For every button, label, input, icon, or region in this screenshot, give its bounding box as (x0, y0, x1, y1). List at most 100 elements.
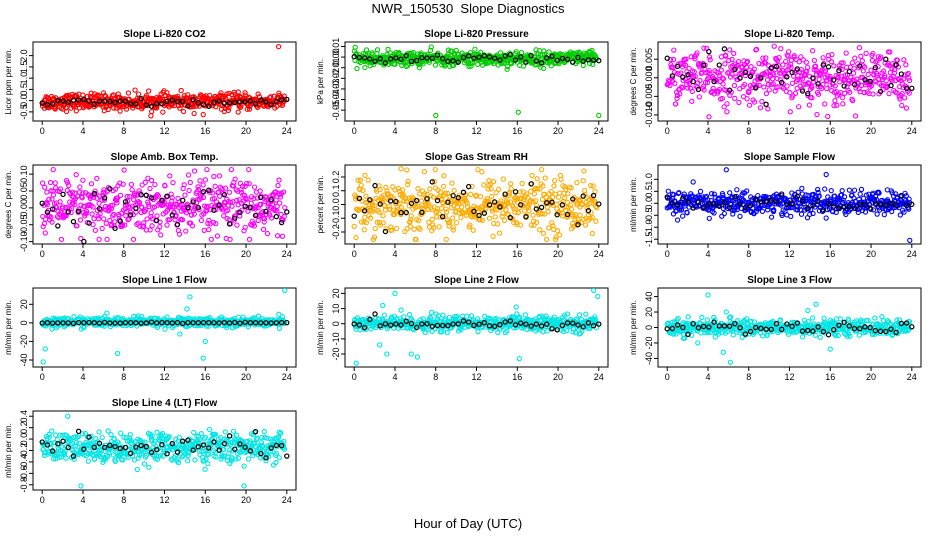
reference-point (758, 199, 764, 205)
reference-point (794, 66, 801, 72)
data-point (841, 194, 848, 200)
data-point (232, 176, 238, 182)
y-tick-label: -0.5 (644, 208, 654, 224)
data-point (353, 234, 359, 241)
data-point (829, 51, 835, 58)
reference-point (49, 320, 56, 326)
data-point (734, 187, 740, 193)
reference-point (778, 79, 785, 86)
data-point (903, 105, 910, 111)
data-point (906, 90, 912, 96)
panel-title: Slope Line 3 Flow (747, 275, 832, 286)
reference-point (112, 225, 118, 232)
reference-point (585, 320, 592, 326)
data-point (756, 82, 762, 89)
data-point (204, 166, 210, 173)
reference-point (169, 212, 176, 218)
data-point (160, 202, 167, 208)
data-point (832, 97, 838, 104)
data-point (537, 227, 543, 233)
data-point (466, 63, 472, 70)
data-point (580, 178, 586, 184)
reference-point (237, 320, 243, 326)
data-point (361, 227, 367, 233)
data-point (763, 55, 769, 61)
data-point (765, 81, 771, 88)
data-point (672, 80, 678, 86)
x-tick-label: 20 (553, 372, 563, 382)
x-tick-label: 20 (241, 372, 251, 382)
data-point (74, 223, 80, 229)
data-point (575, 216, 581, 223)
data-point (727, 190, 733, 196)
data-point (690, 179, 696, 185)
data-point (587, 182, 594, 189)
data-point (847, 89, 853, 95)
data-points (664, 292, 915, 365)
x-tick-label: 16 (200, 249, 210, 259)
data-point (152, 181, 158, 188)
data-point (678, 207, 685, 213)
reference-point (413, 197, 420, 204)
reference-point (419, 209, 425, 216)
data-point (162, 183, 168, 189)
data-point (80, 92, 86, 98)
data-point (852, 55, 858, 61)
reference-point (544, 55, 550, 61)
data-point (682, 200, 689, 206)
data-point (71, 314, 77, 320)
reference-point (174, 98, 181, 105)
data-point (351, 223, 357, 230)
data-point (708, 191, 715, 197)
reference-point (460, 318, 467, 324)
data-point (146, 88, 152, 94)
reference-point (585, 57, 592, 63)
data-point (125, 90, 132, 96)
data-point (428, 309, 435, 316)
reference-point (65, 99, 71, 105)
data-point (250, 220, 257, 227)
data-point (406, 311, 413, 318)
reference-point (564, 211, 571, 218)
data-point (872, 193, 879, 200)
data-point (724, 109, 730, 115)
data-point (462, 195, 468, 201)
data-point (807, 211, 813, 218)
data-point (759, 208, 766, 214)
reference-point (122, 319, 129, 326)
data-point (736, 99, 742, 106)
y-tick-label: -0.01 (331, 57, 341, 78)
data-point (209, 190, 216, 196)
reference-point (846, 203, 853, 210)
data-point (481, 182, 487, 188)
data-point (407, 224, 414, 230)
reference-point (706, 201, 712, 207)
data-point (201, 227, 207, 234)
outlier-point (392, 290, 398, 297)
x-tick-label: 4 (705, 249, 710, 259)
data-point (700, 194, 706, 200)
reference-point (101, 319, 108, 326)
reference-point (690, 78, 696, 85)
data-point (556, 232, 563, 238)
data-point (185, 172, 192, 178)
reference-point (284, 209, 290, 215)
data-point (517, 222, 524, 228)
y-tick-label: -10 (331, 332, 341, 345)
data-point (219, 185, 225, 192)
reference-point (471, 55, 477, 61)
data-point (881, 211, 887, 218)
data-point (191, 168, 198, 174)
data-point (505, 63, 511, 70)
data-point (157, 224, 163, 230)
data-points (351, 44, 602, 119)
data-point (590, 183, 596, 189)
data-point (592, 198, 598, 205)
reference-point (377, 201, 383, 207)
x-tick-label: 0 (40, 126, 45, 136)
y-tick-label: 0.0 (19, 94, 29, 107)
x-tick-label: 8 (746, 372, 751, 382)
data-point (142, 179, 148, 186)
data-point (787, 109, 793, 115)
data-point (472, 46, 478, 52)
